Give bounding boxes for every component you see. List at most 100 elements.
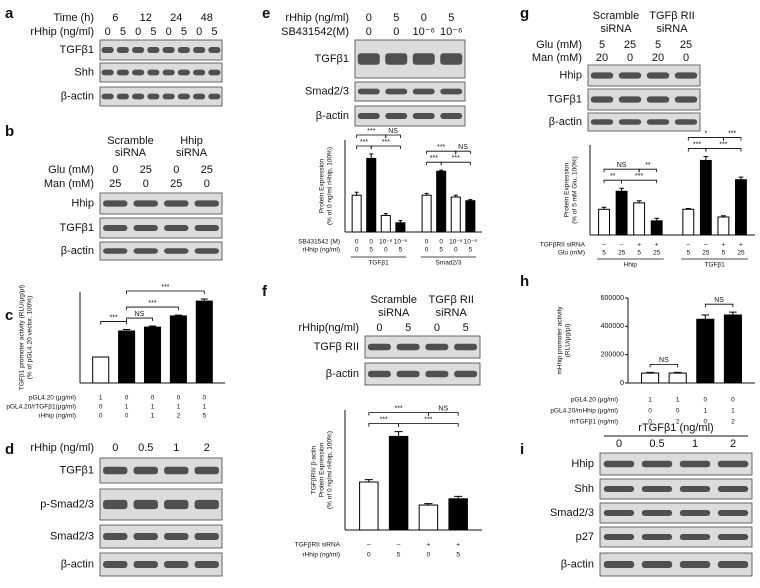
blot-band: [194, 466, 219, 475]
blot-band: [208, 69, 221, 76]
error-bar: [439, 169, 444, 172]
row-label: β-actin: [316, 110, 349, 122]
condition-label: SB431542(M): [281, 26, 349, 38]
condition-value: 5: [211, 26, 217, 38]
error-bar: [424, 192, 429, 196]
bar: [735, 179, 747, 236]
panel-letter: e: [262, 5, 270, 22]
blot-strip: [587, 88, 701, 111]
condition-value: 5: [369, 247, 373, 254]
condition-value: 1: [703, 408, 707, 415]
condition-label: pGL4.20 (μg/ml): [571, 397, 618, 404]
significance-label: ***: [380, 416, 388, 423]
error-bar: [424, 503, 433, 506]
condition-value: 1: [99, 395, 103, 402]
significance-bracket: [426, 150, 457, 155]
blot-band: [646, 96, 670, 103]
blot-band: [674, 96, 698, 103]
condition-label: rHhip (ng/ml): [30, 442, 94, 454]
condition-value: 0: [425, 247, 429, 254]
condition-label: TGFβRII siRNA: [540, 242, 586, 249]
blot-band: [133, 561, 158, 568]
significance-label: NS: [388, 128, 398, 135]
condition-value: 1: [173, 442, 179, 454]
condition-value: 0: [177, 395, 181, 402]
condition-value: 0: [135, 26, 141, 38]
blot-band: [385, 88, 408, 95]
row-label: β-actin: [549, 116, 582, 128]
row-label: β-actin: [61, 245, 94, 257]
blot-band: [103, 561, 128, 568]
condition-label: Man (mM): [532, 52, 582, 64]
blot-band: [618, 72, 642, 79]
bar: [118, 330, 136, 384]
condition-label: Man (mM): [44, 178, 94, 190]
condition-label: rhTGFβ1 (ng/ml): [570, 419, 618, 426]
significance-bracket: [649, 363, 679, 368]
condition-label: Time (h): [53, 12, 94, 24]
condition-value: 10⁻⁶: [449, 239, 463, 246]
significance-bracket: [440, 161, 471, 166]
y-axis-label: (% of 0 ng/ml rHhip, 100%): [327, 147, 334, 225]
blot-band: [116, 47, 129, 53]
significance-label: ***: [148, 300, 156, 307]
condition-value: 1: [151, 404, 155, 411]
blot-band: [193, 47, 206, 53]
significance-bracket: [126, 306, 179, 311]
blot-band: [646, 119, 670, 125]
group-label: TGFβ RII: [429, 294, 474, 306]
blot-band: [164, 248, 189, 254]
condition-value: 1: [648, 397, 652, 404]
bar: [143, 326, 162, 384]
panel-letter: d: [5, 441, 14, 458]
blot-band: [590, 119, 614, 125]
condition-value: 25: [201, 164, 213, 176]
error-bar: [646, 371, 654, 374]
condition-label: Glu (mM): [48, 164, 94, 176]
group-label: Hhip: [180, 135, 203, 147]
significance-bracket: [603, 179, 622, 184]
significance-label: ***: [367, 128, 375, 135]
significance-bracket: [723, 137, 742, 141]
significance-label: NS: [438, 405, 448, 412]
row-label: Smad2/3: [305, 85, 349, 97]
condition-value: 0: [376, 322, 382, 334]
row-label: β-actin: [61, 90, 94, 102]
significance-label: ***: [382, 139, 390, 146]
y-tick-label: 200000: [601, 352, 624, 359]
panel-letter: g: [520, 5, 529, 22]
significance-label: ***: [430, 155, 438, 162]
significance-label: ***: [424, 416, 432, 423]
condition-value: 0.5: [138, 442, 153, 454]
blot-band: [590, 72, 614, 79]
significance-label: ***: [719, 141, 727, 148]
blot-band: [717, 561, 749, 568]
significance-bracket: [638, 168, 658, 173]
condition-value: –: [620, 242, 624, 249]
y-tick-label: 400000: [601, 323, 624, 330]
bar: [450, 196, 461, 233]
bar: [668, 372, 687, 384]
bar: [380, 214, 391, 233]
row-label: Smad2/3: [550, 507, 594, 519]
blot-band: [116, 69, 129, 76]
condition-value: +: [722, 242, 726, 249]
condition-value: 0: [427, 552, 431, 559]
condition-value: 10⁻⁶: [464, 239, 478, 246]
condition-value: 24: [170, 12, 182, 24]
blot-band: [164, 533, 189, 540]
condition-value: 5: [202, 413, 206, 420]
condition-value: 0: [393, 26, 399, 38]
condition-value: 0: [202, 395, 206, 402]
condition-value: 0: [421, 12, 427, 24]
row-label: β-actin: [61, 558, 94, 570]
condition-value: 12: [140, 12, 152, 24]
blot-band: [385, 113, 408, 119]
blot-band: [674, 119, 698, 125]
group-name: TGFβ1: [368, 260, 389, 267]
condition-value: 5: [602, 250, 606, 257]
bar: [465, 200, 476, 233]
blot-band: [194, 561, 219, 568]
condition-label: rHhip (ng/ml): [302, 552, 340, 559]
